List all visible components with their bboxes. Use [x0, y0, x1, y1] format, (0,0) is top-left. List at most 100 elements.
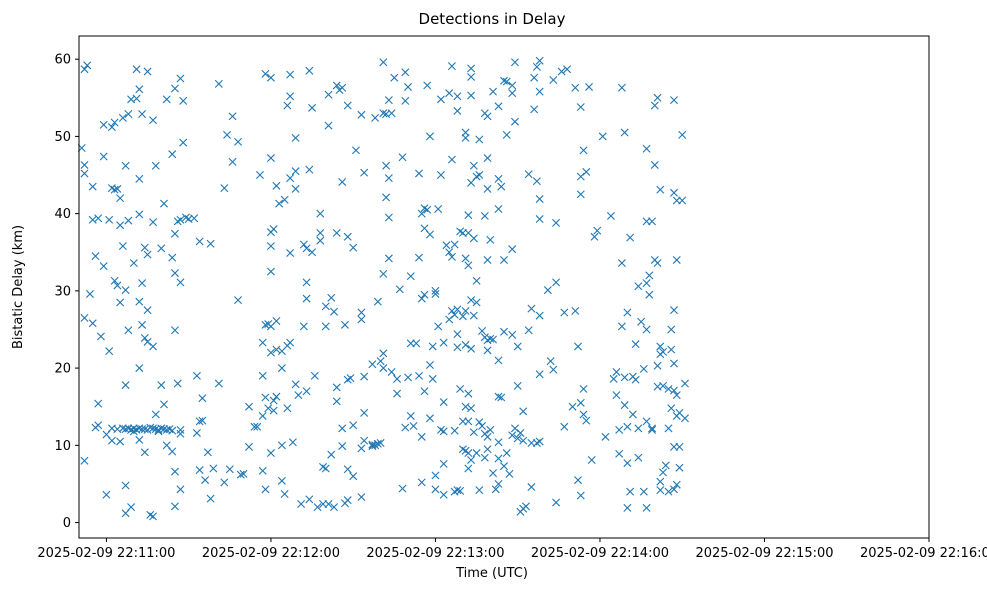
- data-point: [373, 439, 382, 448]
- data-point: [447, 155, 456, 164]
- data-point: [170, 84, 179, 93]
- data-point: [138, 279, 147, 288]
- data-point: [535, 370, 544, 379]
- data-point: [261, 393, 270, 402]
- data-point: [316, 209, 325, 218]
- data-point: [382, 161, 391, 170]
- data-point: [612, 391, 621, 400]
- data-point: [617, 83, 626, 92]
- data-point: [124, 326, 133, 335]
- data-point: [384, 174, 393, 183]
- data-point: [467, 91, 476, 100]
- data-point: [574, 476, 583, 485]
- data-point: [346, 374, 355, 383]
- data-point: [653, 361, 662, 370]
- data-point: [420, 387, 429, 396]
- data-point: [99, 152, 108, 161]
- data-point: [615, 425, 624, 434]
- data-point: [483, 445, 492, 454]
- data-point: [519, 436, 528, 445]
- data-point: [357, 493, 366, 502]
- data-point: [667, 345, 676, 354]
- data-point: [151, 410, 160, 419]
- data-point: [176, 215, 185, 224]
- data-point: [94, 214, 103, 223]
- data-point: [234, 296, 243, 305]
- data-point: [297, 500, 306, 509]
- data-point: [170, 326, 179, 335]
- data-point: [423, 81, 432, 90]
- data-point: [343, 496, 352, 505]
- y-tick-label: 10: [54, 439, 71, 454]
- data-point: [642, 144, 651, 153]
- data-point: [450, 310, 459, 319]
- data-point: [486, 334, 495, 343]
- data-point: [332, 228, 341, 237]
- data-point: [393, 389, 402, 398]
- data-point: [483, 154, 492, 163]
- data-point: [645, 271, 654, 280]
- data-point: [384, 96, 393, 105]
- data-point: [560, 422, 569, 431]
- data-point: [135, 85, 144, 94]
- data-point: [508, 245, 517, 254]
- data-point: [272, 345, 281, 354]
- data-point: [642, 503, 651, 512]
- data-point: [513, 381, 522, 390]
- data-point: [110, 276, 119, 285]
- data-point: [176, 429, 185, 438]
- data-point: [286, 338, 295, 347]
- data-point: [192, 371, 201, 380]
- data-point: [143, 306, 152, 315]
- data-point: [264, 404, 273, 413]
- data-point: [445, 89, 454, 98]
- data-point: [431, 286, 440, 295]
- data-point: [160, 400, 168, 409]
- data-point: [664, 384, 673, 393]
- data-point: [349, 472, 358, 481]
- data-point: [678, 130, 687, 139]
- data-point: [571, 306, 580, 315]
- data-point: [288, 438, 297, 447]
- data-point: [343, 465, 352, 474]
- y-tick-label: 0: [63, 516, 71, 531]
- data-point: [94, 421, 103, 430]
- data-point: [379, 364, 388, 373]
- data-point: [190, 214, 199, 223]
- data-point: [675, 463, 684, 472]
- data-point: [464, 417, 473, 426]
- data-point: [360, 436, 369, 445]
- data-point: [321, 302, 330, 311]
- data-point: [656, 185, 665, 194]
- data-point: [670, 306, 678, 315]
- data-point: [634, 424, 643, 433]
- data-point: [670, 386, 678, 395]
- data-point: [417, 478, 426, 487]
- data-point: [445, 315, 454, 324]
- data-point: [672, 480, 681, 489]
- data-point: [467, 404, 476, 413]
- data-point: [434, 205, 443, 213]
- data-point: [617, 259, 626, 268]
- data-point: [286, 174, 295, 183]
- data-point: [656, 477, 665, 486]
- data-point: [195, 417, 204, 426]
- data-point: [404, 373, 413, 382]
- data-point: [272, 181, 281, 190]
- data-point: [107, 436, 116, 445]
- data-point: [192, 428, 201, 437]
- data-point: [338, 424, 347, 433]
- data-point: [637, 317, 646, 326]
- data-point: [585, 82, 593, 91]
- data-point: [83, 61, 92, 70]
- data-point: [415, 253, 423, 262]
- data-point: [80, 169, 89, 178]
- data-point: [261, 69, 270, 78]
- data-point: [294, 391, 303, 400]
- data-point: [124, 110, 133, 118]
- data-point: [176, 485, 185, 494]
- data-point: [349, 243, 358, 252]
- data-point: [332, 81, 341, 90]
- data-point: [151, 161, 160, 170]
- data-point: [425, 414, 434, 423]
